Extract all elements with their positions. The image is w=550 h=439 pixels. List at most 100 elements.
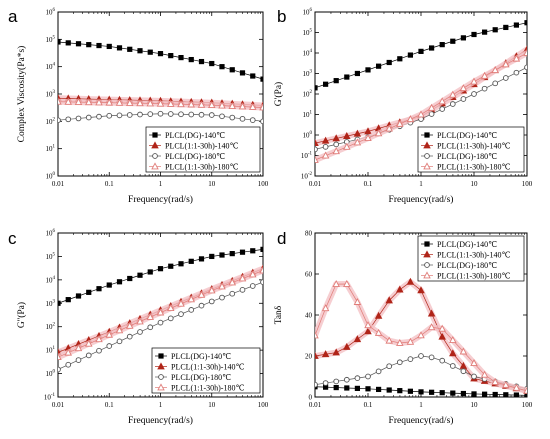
- data-point: [250, 73, 256, 79]
- legend-label: PLCL(1:1-30h)-180℃: [165, 162, 238, 171]
- data-point: [470, 359, 478, 367]
- data-point: [250, 248, 256, 254]
- data-point: [125, 98, 134, 106]
- data-point: [471, 91, 477, 97]
- data-point: [198, 58, 205, 65]
- series-2: [58, 110, 263, 125]
- data-point: [365, 386, 371, 392]
- data-point: [502, 380, 510, 388]
- data-point: [332, 147, 340, 155]
- data-point: [417, 286, 425, 294]
- panel-b: b 0.01 0.1 1 10 100 10-2 10-1 100 101 102 103 104 105…: [273, 7, 533, 205]
- x-axis-title: Frequency(rad/s): [128, 415, 193, 426]
- data-point: [239, 115, 246, 122]
- legend-label: PLCL(DG)-140℃: [437, 240, 497, 249]
- legend-marker: [424, 153, 430, 159]
- data-point: [449, 101, 456, 107]
- data-point: [344, 385, 350, 391]
- legend-label: PLCL(DG)-140℃: [437, 131, 497, 140]
- data-point: [354, 385, 360, 391]
- x-tick-label: 1: [419, 180, 423, 188]
- legend-label: PLCL(DG)-180℃: [437, 261, 497, 270]
- data-point: [260, 246, 263, 252]
- series-3: [315, 279, 527, 394]
- data-point: [524, 392, 527, 397]
- data-point: [137, 329, 143, 335]
- data-point: [385, 124, 393, 132]
- data-point: [481, 85, 488, 92]
- data-point: [471, 391, 477, 397]
- data-point: [249, 283, 256, 289]
- data-point: [449, 335, 457, 343]
- data-point: [460, 368, 467, 375]
- x-tick-label: 0.1: [364, 180, 373, 188]
- data-point: [228, 101, 237, 109]
- data-point: [218, 282, 226, 290]
- data-point: [208, 112, 215, 118]
- data-point: [512, 54, 521, 62]
- data-point: [219, 294, 225, 301]
- legend-marker: [423, 162, 431, 170]
- data-point: [427, 323, 436, 331]
- data-point: [418, 353, 424, 359]
- plot-area: [315, 20, 527, 163]
- data-point: [523, 48, 527, 56]
- data-point: [450, 390, 456, 396]
- data-point: [374, 129, 383, 137]
- data-point: [146, 99, 155, 107]
- data-point: [239, 286, 246, 293]
- panel-letter: c: [8, 229, 17, 248]
- series-3: [315, 48, 527, 163]
- data-point: [428, 111, 435, 117]
- data-point: [65, 40, 71, 46]
- data-point: [480, 71, 489, 79]
- data-point: [126, 333, 133, 340]
- data-point: [218, 101, 226, 109]
- legend-label: PLCL(DG)-140℃: [171, 352, 231, 361]
- data-point: [116, 279, 123, 285]
- data-point: [374, 328, 383, 336]
- legend-marker: [157, 383, 165, 391]
- data-point: [96, 286, 102, 292]
- data-point: [354, 375, 361, 381]
- data-point: [502, 60, 510, 68]
- legend-label: PLCL(DG)-140℃: [165, 131, 225, 140]
- x-tick-label: 0.01: [52, 401, 65, 409]
- data-point: [459, 84, 468, 92]
- data-point: [460, 96, 467, 102]
- data-point: [315, 139, 319, 147]
- data-point: [315, 146, 318, 153]
- panel-c: c 0.01 0.1 1 10 100 10-1 100 101 102 103 104 105 106 F…: [8, 229, 269, 426]
- legend-label: PLCL(1:1-30h)-140℃: [437, 250, 510, 259]
- data-point: [65, 361, 72, 368]
- data-point: [177, 299, 185, 307]
- data-point: [137, 48, 143, 54]
- legend-label: PLCL(1:1-30h)-140℃: [171, 362, 244, 371]
- data-point: [344, 74, 350, 80]
- y-axis-title: G''(Pa): [16, 302, 27, 328]
- data-point: [86, 289, 92, 295]
- data-point: [315, 155, 319, 163]
- data-point: [429, 389, 435, 395]
- data-point: [321, 350, 330, 358]
- data-point: [332, 279, 340, 287]
- data-point: [58, 300, 61, 306]
- data-point: [58, 353, 62, 361]
- data-point: [449, 90, 457, 98]
- data-point: [503, 392, 509, 397]
- data-point: [449, 363, 456, 369]
- data-point: [428, 354, 435, 361]
- legend-label: PLCL(1:1-30h)-140℃: [165, 141, 238, 150]
- data-point: [333, 378, 340, 385]
- data-point: [85, 114, 92, 121]
- data-point: [343, 279, 351, 287]
- data-point: [396, 285, 404, 293]
- data-point: [375, 368, 382, 375]
- y-tick-label: 103: [303, 70, 313, 79]
- y-tick-label: 60: [305, 271, 313, 279]
- legend-marker: [152, 132, 158, 138]
- x-axis-title: Frequency(rad/s): [389, 415, 454, 426]
- data-point: [364, 321, 372, 329]
- data-point: [397, 56, 403, 62]
